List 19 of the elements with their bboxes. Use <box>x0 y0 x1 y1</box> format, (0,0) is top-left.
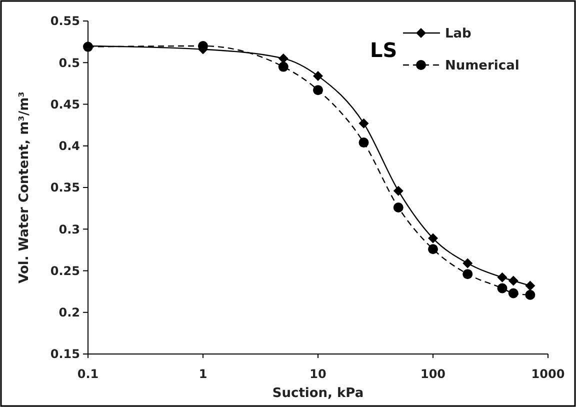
x-tick-label: 0.1 <box>77 367 99 381</box>
x-tick-label: 1000 <box>531 367 565 381</box>
y-tick-label: 0.5 <box>58 56 80 70</box>
legend-label: Numerical <box>445 58 520 74</box>
y-axis-title: Vol. Water Content, m³/m³ <box>17 92 32 284</box>
y-tick-label: 0.4 <box>58 139 80 154</box>
y-tick-label: 0.2 <box>58 306 80 320</box>
y-tick-label: 0.15 <box>50 347 80 362</box>
y-tick-label: 0.35 <box>50 180 80 195</box>
legend-label: Lab <box>445 26 472 42</box>
y-tick-label: 0.25 <box>50 264 80 278</box>
x-tick-label: 1 <box>198 367 208 381</box>
annotation: LS <box>370 38 398 62</box>
y-tick-label: 0.45 <box>50 97 80 112</box>
x-tick-label: 10 <box>310 367 326 381</box>
x-tick-label: 100 <box>420 367 446 381</box>
x-axis-title: Suction, kPa <box>272 386 364 401</box>
y-tick-label: 0.55 <box>50 14 80 28</box>
y-tick-label: 0.3 <box>58 222 80 236</box>
